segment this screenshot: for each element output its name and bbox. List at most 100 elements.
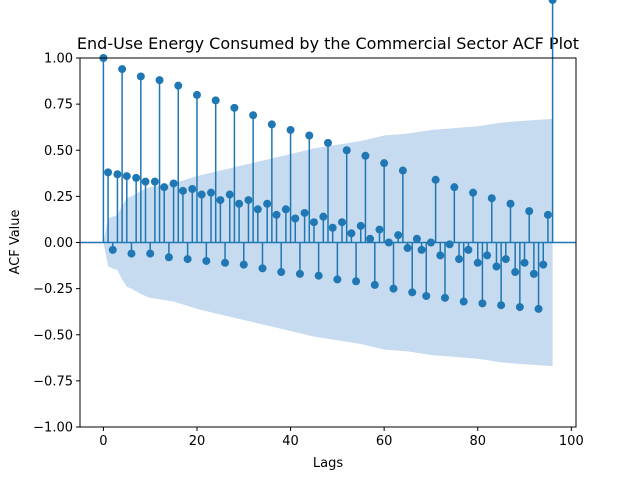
y-tick-label: 0.50	[44, 144, 73, 159]
acf-marker	[263, 199, 272, 208]
x-tick-label: 0	[99, 434, 107, 449]
acf-marker	[394, 231, 403, 240]
acf-marker	[267, 120, 276, 129]
acf-marker	[473, 258, 482, 267]
acf-marker	[459, 297, 468, 306]
acf-marker	[520, 258, 529, 267]
acf-marker	[118, 65, 127, 74]
acf-marker	[239, 260, 248, 269]
acf-marker	[417, 245, 426, 254]
acf-marker	[412, 234, 421, 243]
acf-marker	[548, 0, 557, 4]
acf-marker	[122, 172, 131, 181]
acf-marker	[389, 284, 398, 293]
x-tick-label: 40	[282, 434, 299, 449]
y-tick-label: 0.00	[44, 236, 73, 251]
acf-marker	[258, 264, 267, 273]
acf-marker	[132, 173, 141, 182]
acf-marker	[347, 229, 356, 238]
acf-marker	[314, 271, 323, 280]
acf-marker	[469, 188, 478, 197]
acf-marker	[108, 245, 117, 254]
acf-marker	[192, 90, 201, 99]
acf-marker	[534, 304, 543, 313]
acf-marker	[403, 244, 412, 253]
acf-marker	[408, 288, 417, 297]
acf-marker	[221, 258, 230, 267]
x-axis-label: Lags	[313, 456, 343, 471]
acf-marker	[146, 249, 155, 258]
acf-marker	[483, 251, 492, 260]
acf-marker	[375, 225, 384, 234]
y-tick-label: −1.00	[33, 421, 73, 436]
acf-marker	[188, 184, 197, 193]
acf-marker	[202, 256, 211, 265]
acf-marker	[501, 255, 510, 264]
acf-marker	[455, 255, 464, 264]
acf-marker	[160, 183, 169, 192]
y-tick-label: −0.75	[33, 374, 73, 389]
y-tick-label: −0.25	[33, 282, 73, 297]
acf-marker	[207, 188, 216, 197]
acf-marker	[183, 255, 192, 264]
acf-marker	[380, 159, 389, 168]
acf-marker	[174, 81, 183, 90]
acf-marker	[277, 268, 286, 277]
acf-marker	[281, 205, 290, 214]
acf-marker	[366, 234, 375, 243]
acf-marker	[515, 303, 524, 312]
acf-marker	[342, 146, 351, 155]
acf-marker	[511, 268, 520, 277]
plot-area: 0 20 40 60 80 100 −1.00 −0.75 −0.50 −0.25 0.00 0.25…	[33, 0, 584, 449]
acf-marker	[426, 238, 435, 247]
acf-marker	[235, 199, 244, 208]
acf-marker	[150, 177, 159, 186]
acf-marker	[440, 293, 449, 302]
x-tick-label: 20	[189, 434, 206, 449]
acf-marker	[211, 96, 220, 105]
acf-marker	[178, 186, 187, 195]
acf-marker	[286, 125, 295, 134]
acf-marker	[113, 170, 122, 179]
acf-marker	[253, 205, 262, 214]
acf-marker	[506, 199, 515, 208]
acf-marker	[450, 183, 459, 192]
acf-marker	[169, 179, 178, 188]
y-tick-label: −0.50	[33, 328, 73, 343]
x-tick-label: 60	[376, 434, 393, 449]
acf-marker	[136, 72, 145, 81]
acf-marker	[291, 214, 300, 223]
acf-marker	[525, 207, 534, 216]
acf-marker	[422, 292, 431, 301]
acf-marker	[328, 223, 337, 232]
acf-marker	[352, 277, 361, 286]
acf-marker	[127, 249, 136, 258]
acf-marker	[324, 138, 332, 147]
acf-marker	[230, 103, 239, 112]
acf-marker	[464, 245, 473, 254]
acf-marker	[431, 175, 440, 184]
acf-marker	[497, 301, 506, 310]
acf-marker	[478, 299, 487, 308]
acf-marker	[225, 190, 234, 199]
acf-marker	[272, 210, 281, 219]
acf-marker	[244, 196, 253, 205]
y-tick-label: 1.00	[44, 52, 73, 67]
acf-marker	[492, 262, 501, 271]
acf-marker	[216, 196, 225, 205]
acf-marker	[436, 251, 445, 260]
acf-marker	[333, 275, 342, 284]
acf-marker	[487, 194, 496, 203]
acf-marker	[197, 190, 206, 199]
y-tick-label: 0.25	[44, 190, 73, 205]
acf-marker	[305, 131, 314, 140]
acf-marker	[141, 177, 150, 186]
acf-marker	[104, 168, 113, 177]
acf-marker	[445, 240, 454, 249]
acf-marker	[338, 218, 347, 227]
y-tick-label: 0.75	[44, 98, 73, 113]
acf-marker	[384, 238, 393, 247]
acf-marker	[361, 151, 370, 160]
x-tick-label: 100	[559, 434, 584, 449]
